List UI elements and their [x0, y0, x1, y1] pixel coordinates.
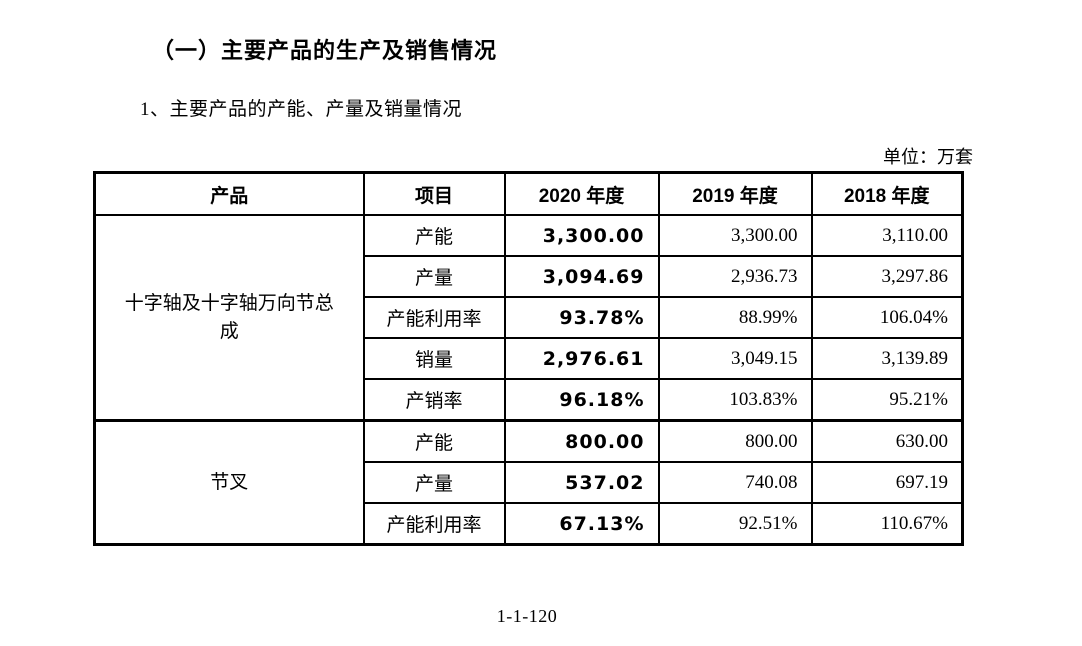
table-row: 产量 3,094.69 2,936.73 3,297.86	[95, 255, 964, 298]
table-header-row: 产品 项目 2020 年度 2019 年度 2018 年度	[93, 171, 964, 216]
table-row: 产量 537.02 740.08 697.19	[95, 461, 964, 504]
value-2020: 2,976.61	[503, 337, 660, 380]
header-year-2020: 2020 年度	[503, 171, 660, 216]
header-item: 项目	[362, 171, 506, 216]
value-2018: 3,297.86	[810, 255, 964, 298]
value-2020: 537.02	[503, 461, 660, 504]
value-2019: 800.00	[657, 419, 813, 463]
value-2018: 95.21%	[810, 378, 964, 422]
header-year-2018: 2018 年度	[810, 171, 964, 216]
value-2019: 103.83%	[657, 378, 813, 422]
value-2019: 92.51%	[657, 502, 813, 546]
value-2019: 3,300.00	[657, 214, 813, 257]
unit-note: 单位：万套	[883, 147, 973, 167]
value-2019: 740.08	[657, 461, 813, 504]
item-label: 产销率	[362, 378, 506, 422]
value-2018: 630.00	[810, 419, 964, 463]
product-name-cell: 节叉	[93, 419, 365, 546]
value-2018: 697.19	[810, 461, 964, 504]
item-label: 产量	[362, 461, 506, 504]
table-row: 销量 2,976.61 3,049.15 3,139.89	[95, 337, 964, 380]
value-2020: 93.78%	[503, 296, 660, 339]
table-row: 十字轴及十字轴万向节总成 产能 3,300.00 3,300.00 3,110.…	[93, 214, 964, 422]
product-name-cell: 十字轴及十字轴万向节总成	[93, 214, 365, 422]
table-row: 节叉 产能 800.00 800.00 630.00	[93, 419, 964, 546]
table-row: 产能利用率 67.13% 92.51% 110.67%	[95, 502, 964, 546]
item-label: 产量	[362, 255, 506, 298]
value-2020: 3,300.00	[503, 214, 660, 257]
value-2019: 3,049.15	[657, 337, 813, 380]
item-label: 产能	[362, 214, 506, 257]
value-2020: 800.00	[503, 419, 660, 463]
item-label: 销量	[362, 337, 506, 380]
item-label: 产能利用率	[362, 502, 506, 546]
header-year-2019: 2019 年度	[657, 171, 813, 216]
value-2018: 3,139.89	[810, 337, 964, 380]
item-label: 产能利用率	[362, 296, 506, 339]
value-2019: 2,936.73	[657, 255, 813, 298]
section-heading: （一）主要产品的生产及销售情况	[152, 38, 498, 63]
value-2018: 110.67%	[810, 502, 964, 546]
subsection-heading: 1、主要产品的产能、产量及销量情况	[140, 99, 463, 120]
value-2020: 67.13%	[503, 502, 660, 546]
value-2018: 106.04%	[810, 296, 964, 339]
header-product: 产品	[93, 171, 365, 216]
value-2019: 88.99%	[657, 296, 813, 339]
item-label: 产能	[362, 419, 506, 463]
table-row: 产销率 96.18% 103.83% 95.21%	[95, 378, 964, 422]
value-2018: 3,110.00	[810, 214, 964, 257]
page-number: 1-1-120	[496, 606, 558, 626]
table-row: 产能利用率 93.78% 88.99% 106.04%	[95, 296, 964, 339]
production-sales-table: 产品 项目 2020 年度 2019 年度 2018 年度 十字轴及十字轴万向节…	[93, 171, 964, 546]
value-2020: 96.18%	[503, 378, 660, 422]
value-2020: 3,094.69	[503, 255, 660, 298]
